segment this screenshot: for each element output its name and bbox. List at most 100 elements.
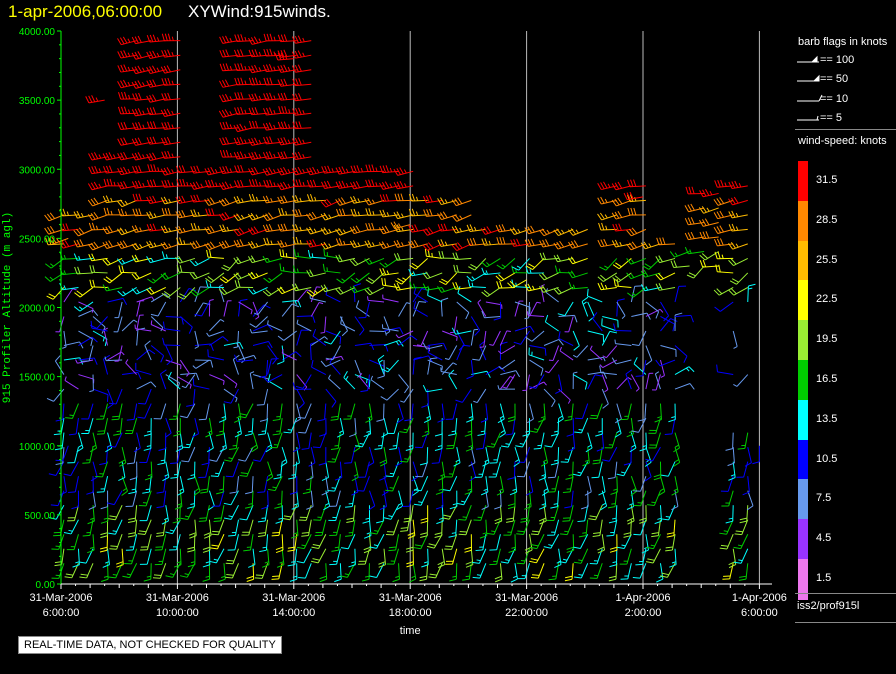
- wind-barb: [54, 432, 65, 451]
- wind-barb: [470, 316, 481, 336]
- wind-barb: [90, 316, 108, 329]
- wind-barb: [317, 403, 327, 422]
- x-tick-date: 31-Mar-2006: [495, 592, 558, 604]
- wind-barb: [713, 225, 734, 234]
- wind-barb: [63, 357, 84, 365]
- wind-barb: [108, 519, 123, 535]
- wind-barb: [99, 534, 109, 553]
- wind-barb: [312, 432, 327, 449]
- wind-barb: [291, 137, 312, 146]
- wind-barb: [626, 241, 647, 251]
- wind-barb: [108, 432, 123, 448]
- wind-barb: [729, 272, 749, 285]
- wind-barb: [413, 345, 431, 352]
- wind-barb: [262, 374, 283, 383]
- x-tick-time: 14:00:00: [272, 607, 315, 619]
- barb-legend-50: == 50: [820, 73, 849, 85]
- wind-barb: [582, 447, 590, 467]
- wind-barb: [587, 374, 603, 390]
- wind-barb: [349, 257, 370, 267]
- wind-barb: [465, 432, 474, 452]
- wind-barb: [543, 533, 560, 549]
- wind-barb: [524, 238, 545, 247]
- wind-barb: [451, 197, 472, 207]
- x-axis-title: time: [400, 625, 421, 637]
- wind-barb: [147, 164, 166, 172]
- wind-barb: [602, 446, 618, 462]
- wind-barb: [89, 265, 108, 274]
- wind-barb: [296, 289, 311, 303]
- wind-barb: [200, 476, 210, 494]
- wind-barb: [464, 418, 473, 437]
- wind-barb: [95, 461, 109, 478]
- wind-barb: [538, 505, 547, 525]
- wind-barb: [63, 461, 79, 477]
- wind-barb: [383, 316, 391, 335]
- wind-barb: [82, 447, 94, 464]
- wind-barb: [345, 490, 356, 508]
- wind-barb: [381, 476, 389, 496]
- wind-barb: [601, 374, 609, 393]
- wind-barb: [437, 239, 457, 247]
- colorbar-label: 13.5: [816, 412, 838, 425]
- barb-legend-10: == 10: [820, 93, 849, 105]
- wind-barb: [219, 272, 239, 284]
- wind-barb: [562, 476, 574, 494]
- wind-barb: [327, 446, 341, 463]
- wind-barb: [458, 505, 472, 521]
- wind-barb: [526, 311, 545, 317]
- wind-barb: [161, 179, 181, 188]
- wind-barb: [507, 461, 516, 480]
- wind-barb: [301, 432, 312, 450]
- wind-barb: [206, 249, 225, 259]
- wind-barb: [572, 461, 589, 477]
- wind-barb: [208, 299, 214, 317]
- wind-barb: [601, 330, 618, 346]
- wind-barb: [351, 461, 359, 482]
- wind-barb: [187, 534, 196, 553]
- wind-barb: [227, 534, 239, 551]
- wind-barb: [544, 359, 560, 374]
- colorbar-label: 28.5: [816, 213, 838, 226]
- wind-barb: [126, 447, 138, 465]
- wind-barb: [550, 418, 560, 437]
- wind-barb: [248, 179, 268, 187]
- wind-barb: [381, 324, 399, 332]
- wind-barb: [392, 563, 400, 583]
- wind-barb: [472, 548, 487, 564]
- wind-barb: [233, 136, 254, 146]
- wind-barb: [660, 345, 677, 357]
- wind-barb: [511, 258, 530, 271]
- wind-barb: [248, 107, 268, 116]
- wind-barb: [324, 330, 341, 345]
- wind-barb: [661, 461, 676, 477]
- wind-barb: [625, 369, 633, 390]
- wind-barb: [656, 237, 676, 246]
- wind-barb: [328, 374, 341, 390]
- wind-barb: [177, 287, 196, 300]
- wind-barb: [314, 519, 327, 537]
- wind-barb: [500, 370, 521, 378]
- wind-barb: [715, 264, 734, 274]
- wind-barb: [449, 490, 458, 510]
- wind-barb: [602, 345, 618, 359]
- wind-barb: [458, 519, 472, 536]
- wind-barb: [113, 316, 123, 333]
- wind-barb: [437, 197, 457, 206]
- wind-barb: [187, 461, 196, 480]
- wind-barb: [136, 314, 144, 332]
- wind-barb: [313, 505, 327, 521]
- wind-barb: [477, 299, 487, 317]
- wind-barb: [548, 345, 560, 362]
- wind-barb: [277, 330, 298, 341]
- wind-barb: [448, 369, 458, 390]
- wind-barb: [102, 240, 123, 249]
- y-tick-label: 4000.00: [19, 27, 56, 38]
- wind-barb: [645, 345, 653, 366]
- wind-barb: [553, 254, 574, 263]
- wind-barb: [253, 446, 269, 462]
- wind-barb: [259, 534, 269, 553]
- wind-barb: [161, 49, 181, 58]
- wind-barb: [131, 137, 152, 146]
- wind-barb: [668, 403, 676, 423]
